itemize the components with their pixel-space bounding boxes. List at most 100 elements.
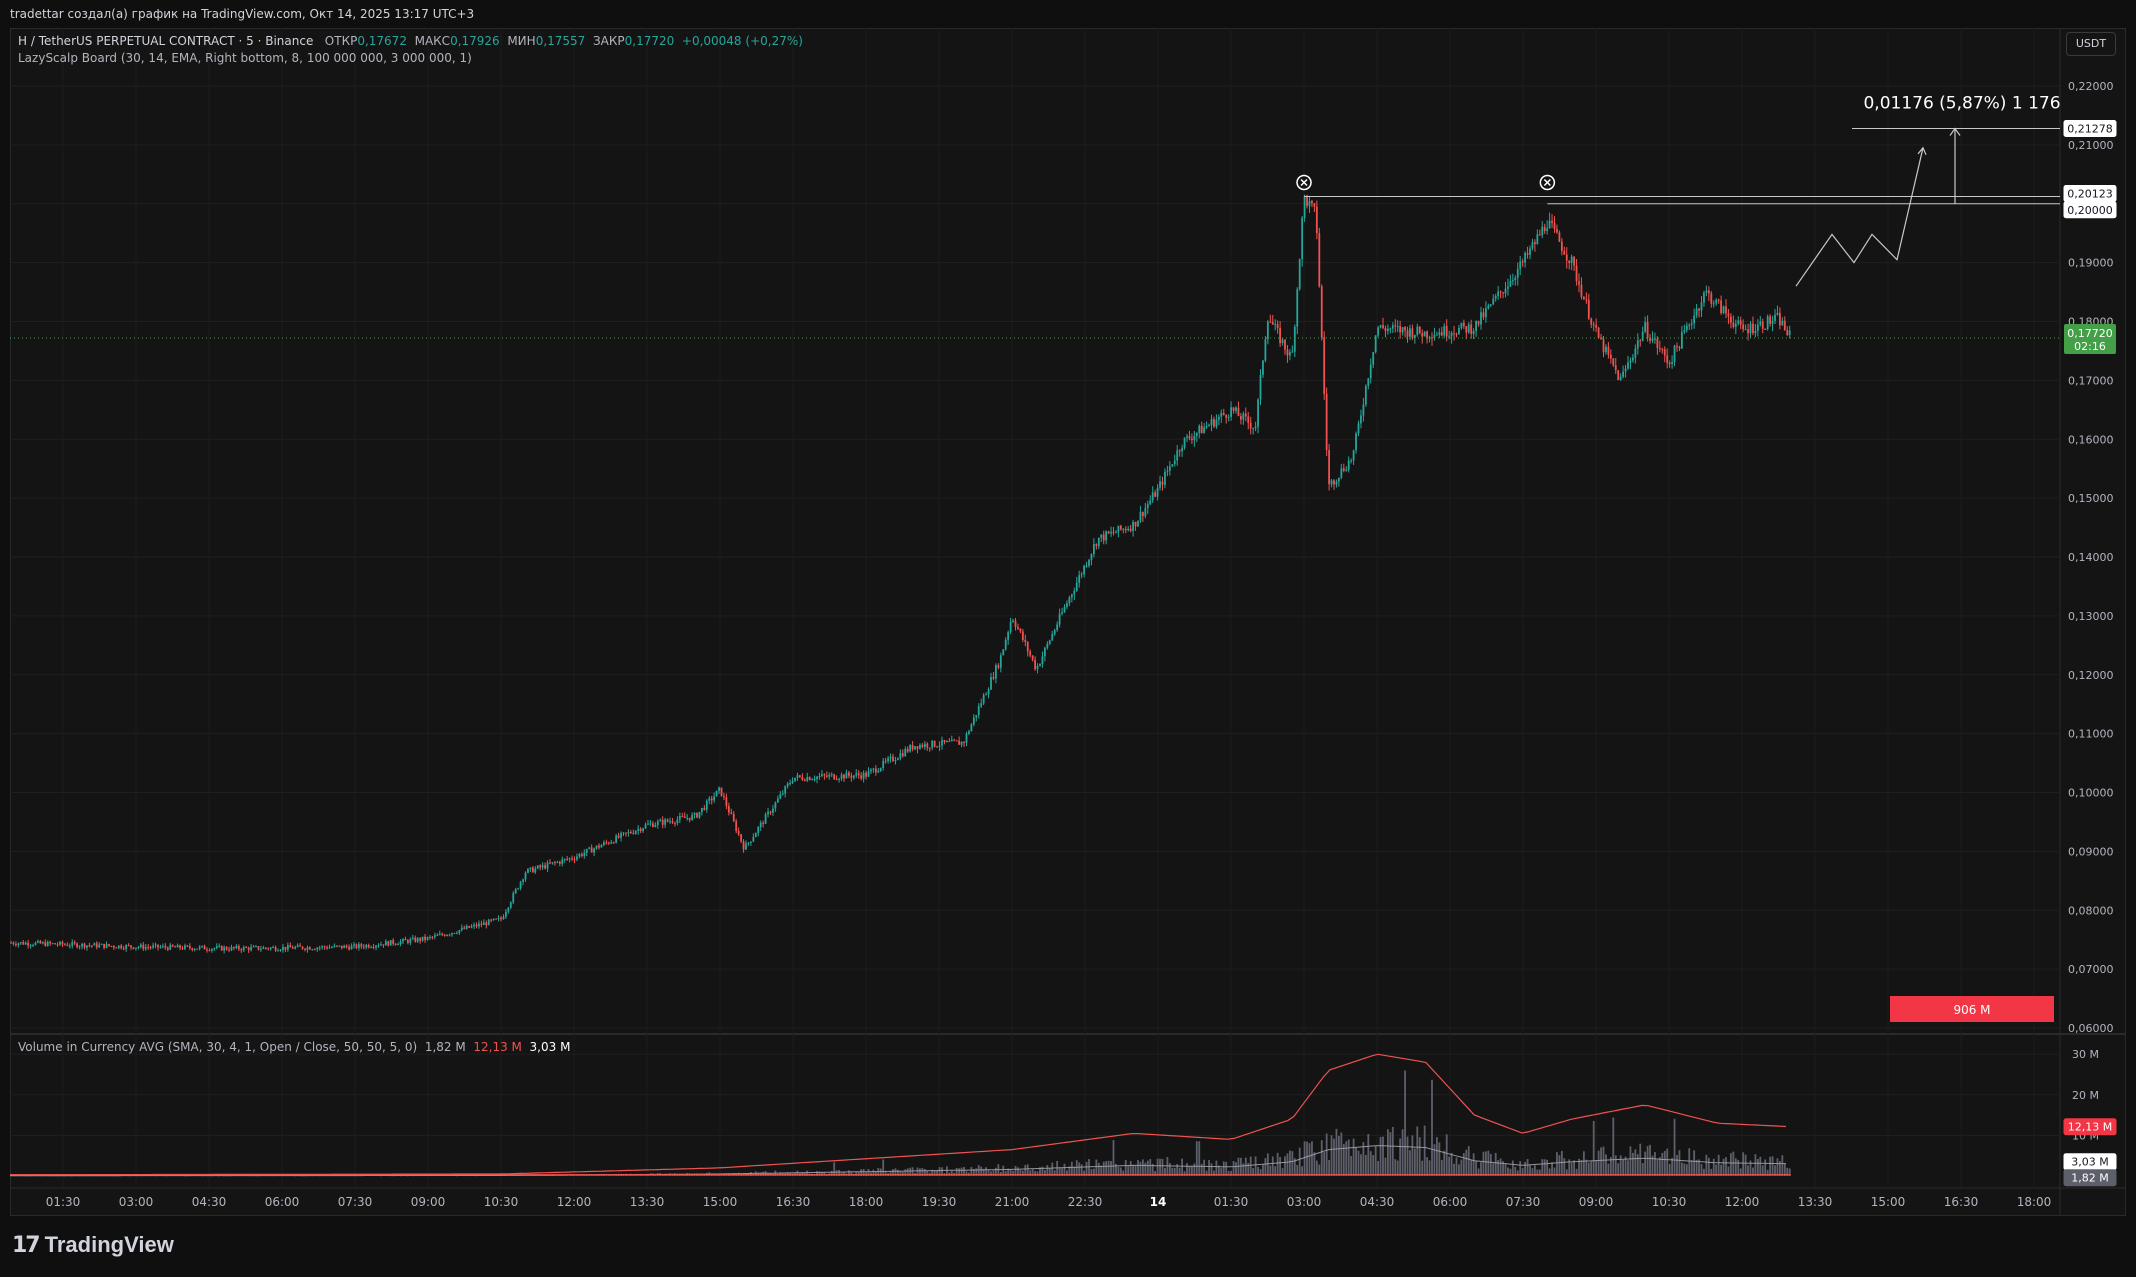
candle-body bbox=[1105, 531, 1108, 541]
volume-bar bbox=[1590, 1161, 1593, 1176]
volume-bar bbox=[1605, 1154, 1607, 1176]
candle-body bbox=[117, 945, 120, 949]
candle-body bbox=[527, 868, 529, 873]
candle-body bbox=[872, 768, 875, 770]
candle-body bbox=[990, 677, 992, 690]
volume-legend-v2: 12,13 M bbox=[473, 1040, 522, 1054]
candle-body bbox=[1286, 349, 1289, 356]
volume-bar bbox=[1747, 1165, 1749, 1176]
candle-body bbox=[551, 862, 554, 864]
volume-bar bbox=[958, 1168, 961, 1176]
volume-avg-badge-label: 12,13 M bbox=[2068, 1121, 2112, 1134]
price-chart[interactable]: 0,01176 (5,87%) 1 176 906 M 0,22000 0,2100… bbox=[10, 28, 2126, 1216]
candle-body bbox=[732, 813, 735, 822]
candle-body bbox=[701, 807, 703, 812]
volume-bar bbox=[1492, 1163, 1495, 1176]
volume-bar bbox=[1046, 1164, 1049, 1176]
candle-body bbox=[61, 941, 64, 945]
volume-bar bbox=[1328, 1160, 1330, 1176]
candle-body bbox=[740, 834, 742, 842]
volume-bar bbox=[860, 1169, 863, 1176]
candle-body bbox=[946, 741, 948, 743]
volume-bar bbox=[1497, 1160, 1500, 1176]
candle-body bbox=[1707, 290, 1710, 294]
tradingview-logo[interactable]: 17 TradingView bbox=[12, 1232, 174, 1258]
price-tick-label: 0,17000 bbox=[2068, 374, 2114, 387]
candle-body bbox=[926, 743, 929, 748]
candle-body bbox=[642, 828, 644, 831]
candle-body bbox=[759, 822, 762, 828]
volume-bar bbox=[1749, 1160, 1752, 1176]
volume-bar bbox=[1259, 1169, 1262, 1176]
volume-bar bbox=[605, 1175, 608, 1176]
candle-body bbox=[478, 923, 480, 927]
candle-body bbox=[639, 828, 642, 831]
candle-body bbox=[191, 948, 194, 950]
candle-body bbox=[703, 807, 706, 810]
time-tick-label: 04:30 bbox=[192, 1195, 227, 1209]
candle-body bbox=[855, 773, 858, 776]
candle-body bbox=[1372, 352, 1375, 365]
indicator-legend[interactable]: LazyScalp Board (30, 14, EMA, Right bott… bbox=[18, 51, 472, 65]
candle-body bbox=[571, 858, 573, 860]
candle-body bbox=[39, 940, 42, 944]
candle-body bbox=[1607, 346, 1610, 355]
candle-body bbox=[1426, 331, 1428, 338]
volume-bar bbox=[1543, 1159, 1546, 1176]
candle-body bbox=[1090, 554, 1093, 560]
volume-bar bbox=[1274, 1166, 1277, 1176]
chart-frame[interactable] bbox=[10, 28, 2126, 1216]
candle-body bbox=[208, 949, 211, 951]
candle-body bbox=[1222, 412, 1225, 415]
symbol-name[interactable]: H / TetherUS PERPETUAL CONTRACT · 5 · Bi… bbox=[18, 34, 314, 48]
volume-bar bbox=[975, 1168, 978, 1176]
candle-body bbox=[1021, 631, 1024, 640]
candle-body bbox=[1668, 362, 1671, 365]
candle-body bbox=[497, 917, 500, 919]
candle-body bbox=[563, 858, 566, 860]
candle-body bbox=[125, 945, 128, 949]
candle-body bbox=[203, 945, 206, 950]
volume-bar bbox=[1666, 1148, 1669, 1176]
candle-body bbox=[1119, 525, 1122, 530]
volume-bar bbox=[1004, 1171, 1007, 1176]
volume-bar bbox=[796, 1170, 799, 1176]
price-tick-label: 0,21000 bbox=[2068, 139, 2114, 152]
candle-body bbox=[1257, 399, 1259, 427]
volume-bar bbox=[1722, 1158, 1725, 1176]
volume-bar bbox=[1597, 1150, 1600, 1176]
candle-body bbox=[473, 924, 475, 927]
candle-body bbox=[598, 845, 600, 848]
candle-body bbox=[1756, 324, 1759, 331]
candle-body bbox=[98, 944, 101, 948]
volume-bar bbox=[1181, 1158, 1183, 1176]
volume-legend[interactable]: Volume in Currency AVG (SMA, 30, 4, 1, O… bbox=[18, 1040, 570, 1054]
candle-body bbox=[661, 819, 664, 825]
volume-bar bbox=[1600, 1147, 1602, 1176]
candle-body bbox=[772, 808, 774, 813]
volume-bar bbox=[1374, 1146, 1377, 1176]
symbol-legend[interactable]: H / TetherUS PERPETUAL CONTRACT · 5 · Bi… bbox=[18, 34, 803, 48]
candle-body bbox=[475, 924, 478, 927]
candle-body bbox=[1609, 354, 1612, 359]
volume-bar bbox=[1367, 1134, 1370, 1176]
candle-body bbox=[1213, 419, 1215, 427]
currency-button[interactable]: USDT bbox=[2066, 32, 2116, 56]
candle-body bbox=[95, 943, 98, 948]
volume-bar bbox=[921, 1168, 924, 1176]
candle-body bbox=[164, 945, 167, 948]
time-tick-label: 18:00 bbox=[2017, 1195, 2052, 1209]
volume-bar bbox=[1315, 1160, 1318, 1176]
candle-body bbox=[1629, 360, 1632, 363]
candle-body bbox=[135, 947, 137, 949]
candle-body bbox=[1688, 324, 1691, 326]
candle-body bbox=[936, 746, 938, 748]
candle-body bbox=[1097, 537, 1100, 546]
candle-body bbox=[1531, 242, 1534, 249]
candle-body bbox=[1467, 324, 1470, 333]
candle-body bbox=[992, 677, 995, 679]
candle-body bbox=[1056, 624, 1059, 631]
volume-bar bbox=[1019, 1169, 1022, 1176]
candle-body bbox=[1014, 620, 1017, 627]
time-tick-label: 19:30 bbox=[922, 1195, 957, 1209]
